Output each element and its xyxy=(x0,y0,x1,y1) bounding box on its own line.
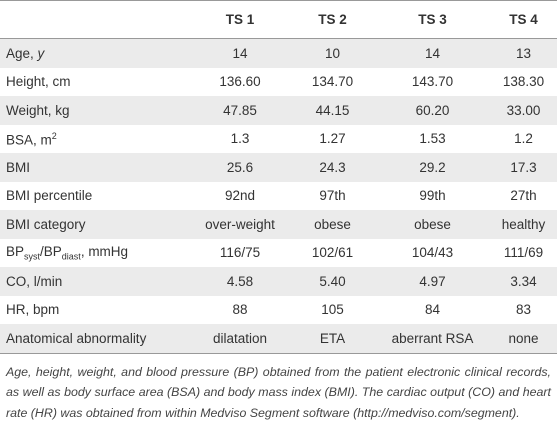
table-cell: 111/69 xyxy=(503,245,544,261)
table-cell: 1.53 xyxy=(419,131,446,147)
label-text: Weight, kg xyxy=(6,102,70,118)
table-row: Weight, kg 47.85 44.15 60.20 33.00 xyxy=(0,96,557,125)
table-row: Age, y 14 10 14 13 xyxy=(0,38,557,68)
table-cell: 4.97 xyxy=(419,273,446,289)
label-text: diast xyxy=(61,251,81,262)
table-cell: 1.2 xyxy=(514,131,533,147)
table-cell: 47.85 xyxy=(223,102,257,118)
table-cell: aberrant RSA xyxy=(375,324,490,354)
table-cell: none xyxy=(490,324,557,354)
table-cell: obese xyxy=(314,216,351,232)
row-label: CO, l/min xyxy=(0,267,190,296)
table-cell: 83 xyxy=(515,302,532,318)
table-cell: 1.3 xyxy=(230,131,250,147)
table-cell: 1.27 xyxy=(319,131,346,147)
label-text: HR, bpm xyxy=(6,302,60,318)
table-cell: 4.58 xyxy=(226,273,254,289)
table-cell: 143.70 xyxy=(411,74,454,90)
table-row: Anatomical abnormality dilatation ETA aberr… xyxy=(0,324,557,354)
header-cell: TS 2 xyxy=(290,0,375,39)
table-cell: ETA xyxy=(290,324,375,354)
table-cell: 3.34 xyxy=(510,273,537,289)
header-cell: TS 3 xyxy=(375,0,490,39)
table-cell: 29.2 xyxy=(419,159,446,175)
row-label: BPsyst/BPdiast, mmHg xyxy=(0,239,190,268)
label-text: /BP xyxy=(40,243,62,259)
table-cell: 138.30 xyxy=(502,74,545,90)
table-cell: 5.40 xyxy=(319,273,346,289)
table-row: CO, l/min 4.58 5.40 4.97 3.34 xyxy=(0,267,557,296)
label-text: BMI category xyxy=(6,216,86,232)
label-text: y xyxy=(37,45,45,61)
table-cell: 134.70 xyxy=(311,74,354,90)
label-text: Anatomical abnormality xyxy=(6,330,147,346)
table-cell: 60.20 xyxy=(415,102,450,118)
label-text: Age, xyxy=(6,45,38,61)
table-cell: over-weight xyxy=(205,216,275,232)
header-cell: TS 4 xyxy=(490,0,557,39)
table-cell: obese xyxy=(414,216,451,232)
label-text: BP xyxy=(6,243,25,259)
table-row: BMI percentile 92nd 97th 99th 27th xyxy=(0,182,557,211)
label-text: BMI xyxy=(6,159,31,175)
table-cell: 14 xyxy=(232,45,248,61)
table-cell: 25.6 xyxy=(226,159,254,175)
row-label: Weight, kg xyxy=(0,96,190,125)
table-row: Height, cm 136.60 134.70 143.70 138.30 xyxy=(0,68,557,97)
table-cell: 17.3 xyxy=(510,159,537,175)
table-cell: 97th xyxy=(319,188,346,204)
table-cell: 84 xyxy=(424,302,441,318)
caption: Age, height, weight, and blood pressure … xyxy=(6,364,551,420)
table-cell: 27th xyxy=(510,188,537,204)
row-label: Height, cm xyxy=(0,68,190,97)
table-cell: 14 xyxy=(424,45,441,61)
table-cell: 99th xyxy=(419,188,446,204)
label-text: BSA, m xyxy=(6,132,52,147)
table-cell: 102/61 xyxy=(311,245,354,261)
table-body: Age, y 14 10 14 13 Height, cm 136.60 134.70 143.… xyxy=(0,38,557,354)
table-row: BPsyst/BPdiast, mmHg 116/75 102/61 104/43 11… xyxy=(0,239,557,268)
label-text: Height, cm xyxy=(6,74,71,90)
label-text: syst xyxy=(24,251,41,262)
header-cell: TS 1 xyxy=(190,0,290,39)
table-row: HR, bpm 88 105 84 83 xyxy=(0,296,557,325)
header-row: TS 1 TS 2 TS 3 TS 4 xyxy=(0,0,557,39)
table-cell: 92nd xyxy=(224,188,256,204)
table-row: BMI 25.6 24.3 29.2 17.3 xyxy=(0,153,557,182)
row-label: BMI xyxy=(0,153,190,182)
table-cell: 10 xyxy=(324,45,341,61)
label-text: BMI percentile xyxy=(6,188,93,204)
data-table: TS 1 TS 2 TS 3 TS 4 Age, y 14 10 14 13 Height, c… xyxy=(0,0,557,354)
table-cell: 13 xyxy=(515,45,532,61)
row-label: BMI percentile xyxy=(0,182,190,211)
table-cell: 116/75 xyxy=(219,245,261,261)
table-cell: healthy xyxy=(501,216,546,232)
table-cell: 105 xyxy=(321,302,344,318)
label-text: CO, l/min xyxy=(6,273,63,289)
table-row: BMI category over-weight obese obese healthy xyxy=(0,210,557,239)
header-cell xyxy=(0,0,190,39)
label-text: 2 xyxy=(51,130,57,141)
table-cell: 44.15 xyxy=(315,102,350,118)
row-label: HR, bpm xyxy=(0,296,190,325)
row-label: BSA, m2 xyxy=(0,125,190,154)
table-row: BSA, m2 1.3 1.27 1.53 1.2 xyxy=(0,125,557,154)
row-label: Age, y xyxy=(0,39,190,68)
table-cell: 136.60 xyxy=(219,74,261,90)
table-cell: 24.3 xyxy=(319,159,346,175)
table-cell: dilatation xyxy=(190,324,290,354)
table-cell: 33.00 xyxy=(506,102,541,118)
table-cell: 88 xyxy=(232,302,248,318)
row-label: Anatomical abnormality xyxy=(0,324,190,354)
row-label: BMI category xyxy=(0,210,190,239)
label-text: , mmHg xyxy=(80,243,129,259)
table-cell: 104/43 xyxy=(411,245,454,261)
